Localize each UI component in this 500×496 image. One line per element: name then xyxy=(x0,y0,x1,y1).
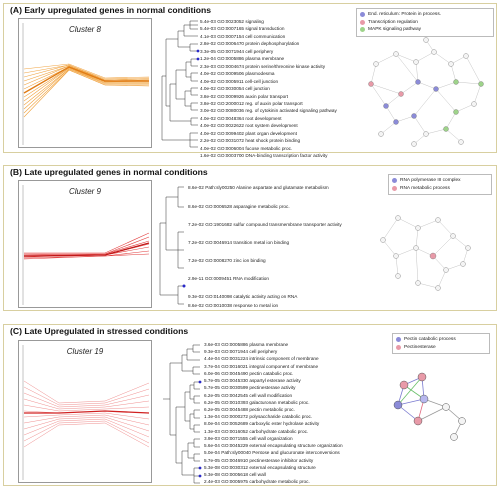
panel-a: (A) Early upregulated genes in normal co… xyxy=(3,3,497,158)
go-term: 6.2e-05 GO:0010393 galacturonan metaboli… xyxy=(204,399,310,405)
go-term: 3.0e-02 GO:0080036 reg. of cytokinin act… xyxy=(200,108,337,114)
legend-swatch xyxy=(360,19,365,25)
go-term: 4.4e-04 GO:0031224 intrinsic component o… xyxy=(204,356,319,362)
go-term: 4.0e-02 GO:0099402 plant organ developme… xyxy=(200,130,297,136)
go-term: 8.6e-02 GO:0006528 asparagine metabolic … xyxy=(188,204,290,209)
panel-a-title: (A) Early upregulated genes in normal co… xyxy=(10,5,212,15)
cluster-19-profile-lines xyxy=(22,345,150,480)
go-term: 3.3e-05 GO:0071944 cell periphery xyxy=(200,48,274,54)
legend-swatch xyxy=(392,178,397,184)
legend-item: RNA metabolic process xyxy=(392,185,488,193)
panel-b: (B) Late upregulated genes in normal con… xyxy=(3,165,497,311)
mean-profile xyxy=(23,66,149,94)
go-term: 6.2e-05 GO:0042545 cell wall modificatio… xyxy=(204,392,293,398)
legend-item: Transcription regulation xyxy=(360,19,490,27)
go-term: 8.0e-04 GO:0052689 carboxylic ester hydr… xyxy=(204,421,320,427)
legend-swatch xyxy=(396,337,401,343)
go-term: 7.2e-02 GO:1901682 sulfur compound trans… xyxy=(188,222,342,227)
go-term: 1.3e-03 GO:0016052 carbohydrate cataboli… xyxy=(204,428,309,434)
go-term: 2.3e-03 GO:0004674 protein serine/threon… xyxy=(200,63,326,69)
cluster-19-plot: Cluster 19 xyxy=(18,340,152,483)
panel-a-network xyxy=(368,37,484,147)
go-term: 4.0e-02 GO:0048364 root development xyxy=(200,115,282,121)
go-term: 5.0e-04 Path:sly00040 Pentose and glucur… xyxy=(204,450,340,456)
cluster-9-label: Cluster 9 xyxy=(68,187,101,196)
go-term: 6.2e-05 GO:0045488 pectin metabolic proc… xyxy=(204,406,295,412)
panel-b-dendrogram xyxy=(159,186,186,305)
go-term: 3.7e-04 GO:0016021 integral component of… xyxy=(204,363,319,369)
go-term: 4.0e-02 GO:0005911 cell-cell junction xyxy=(200,78,279,84)
go-term: 4.0e-02 GO:0006004 fucose metabolic proc… xyxy=(200,145,293,151)
go-term: 2.8e-02 GO:0006470 protein dephosphoryla… xyxy=(200,41,300,47)
go-term: 7.2e-02 GO:0008270 zinc ion binding xyxy=(188,258,266,263)
panel-c-legend: Pectin catabolic process Pectinesterase xyxy=(392,333,490,354)
go-term: 9.3e-02 GO:0140098 catalytic activity ac… xyxy=(188,294,298,299)
panel-b-legend: RNA polymerase III complex RNA metabolic… xyxy=(388,174,492,195)
panel-c-dendrogram xyxy=(163,344,202,484)
go-term: 6.0e-06 GO:0045490 pectin catabolic proc… xyxy=(204,370,294,376)
cluster-19-label: Cluster 19 xyxy=(66,347,104,356)
legend-item: End. reticulum: Protein in process. xyxy=(360,11,490,19)
legend-item: RNA polymerase III complex xyxy=(392,177,488,185)
go-term: 9.3e-03 GO:0071944 cell periphery xyxy=(204,349,278,355)
go-term: 5.4e-03 GO:0023052 signaling xyxy=(200,19,264,24)
panel-a-legend: End. reticulum: Protein in process. Tran… xyxy=(356,8,494,37)
go-term: 2.2e-02 GO:0031072 heat shock protein bi… xyxy=(200,138,301,144)
go-term: 4.0e-02 GO:0030054 cell junction xyxy=(200,86,270,92)
go-term: 2.4e-03 GO:0005975 carbohydrate metaboli… xyxy=(204,479,310,485)
panel-b-title: (B) Late upregulated genes in normal con… xyxy=(10,167,208,177)
go-term: 1.3e-04 GO:0000272 polysaccharide catabo… xyxy=(204,414,313,420)
legend-item: Pectin catabolic process xyxy=(396,336,486,344)
panel-a-dendrogram xyxy=(161,20,200,148)
go-term: 5.6e-04 GO:0045229 external encapsulatin… xyxy=(204,443,343,449)
legend-swatch xyxy=(360,27,365,33)
go-term: 5.3e-08 GO:0030312 external encapsulatin… xyxy=(204,464,316,470)
go-term: 5.7e-05 GO:0045330 aspartyl esterase act… xyxy=(204,378,301,384)
go-term: 3.9e-03 GO:0071555 cell wall organizatio… xyxy=(204,435,293,441)
go-term: 3.8e-02 GO:0009926 auxin polar transport xyxy=(200,93,289,99)
go-term: 8.6e-02 GO:0010038 response to metal ion xyxy=(188,303,279,308)
go-term: 3.6e-03 GO:0005886 plasma membrane xyxy=(204,342,289,347)
panel-c: (C) Late Upregulated in stressed conditi… xyxy=(3,324,497,486)
go-term: 4.1e-03 GO:0007154 cell communication xyxy=(200,33,286,39)
legend-item: Pectinesterase xyxy=(396,344,486,352)
cluster-9-plot: Cluster 9 xyxy=(18,180,152,308)
go-term: 1.6e-02 GO:0003700 DNA-binding transcrip… xyxy=(200,153,328,159)
profile-band xyxy=(23,63,150,118)
cluster-8-profile-lines xyxy=(22,23,150,145)
go-term: 8.6e-02 Path:sly00250 Alanine aspartate … xyxy=(188,185,329,190)
panel-b-network xyxy=(380,215,471,291)
go-term: 5.4e-03 GO:0007165 signal transduction xyxy=(200,26,285,32)
go-term: 4.0e-02 GO:0009506 plasmodesma xyxy=(200,71,275,77)
cluster-8-label: Cluster 8 xyxy=(68,25,101,34)
panel-c-go-terms: 3.6e-03 GO:0005886 plasma membrane 9.3e-… xyxy=(204,341,343,485)
legend-item: MAPK signaling pathway xyxy=(360,26,490,34)
go-term: 2.9e-11 GO:0009451 RNA modification xyxy=(188,276,269,281)
go-term: 1.2e-04 GO:0005886 plasma membrane xyxy=(200,56,285,62)
go-term: 5.7e-05 GO:0030599 pectinesterase activi… xyxy=(204,385,296,391)
cluster-9-profile-lines xyxy=(22,185,150,305)
legend-swatch xyxy=(360,12,365,18)
go-term: 3.8e-02 GO:2000012 reg. of auxin polar t… xyxy=(200,100,303,106)
go-term: 5.3e-08 GO:0005618 cell wall xyxy=(204,471,266,477)
panel-a-go-terms: 5.4e-03 GO:0023052 signaling 5.4e-03 GO:… xyxy=(200,18,337,160)
go-term: 5.7e-05 GO:0046910 pectinesterase inhibi… xyxy=(204,457,314,463)
cluster-8-plot: Cluster 8 xyxy=(18,18,152,148)
go-term: 4.0e-02 GO:0022622 root system developme… xyxy=(200,123,298,129)
legend-swatch xyxy=(392,185,397,191)
panel-c-title: (C) Late Upregulated in stressed conditi… xyxy=(10,326,189,336)
go-term: 7.2e-02 GO:0046914 transition metal ion … xyxy=(188,240,290,245)
legend-swatch xyxy=(396,344,401,350)
panel-c-network xyxy=(393,372,466,441)
